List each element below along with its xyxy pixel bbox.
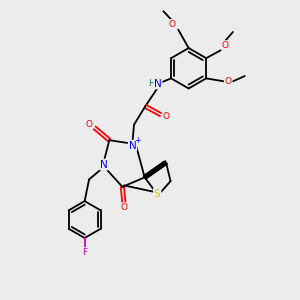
Text: N: N (154, 79, 162, 89)
Text: +: + (134, 136, 140, 145)
Text: N: N (100, 160, 108, 170)
Text: O: O (120, 203, 128, 212)
Text: O: O (163, 112, 170, 121)
Text: N: N (129, 140, 136, 151)
Text: O: O (225, 77, 232, 86)
Text: S: S (154, 189, 160, 199)
Text: O: O (222, 41, 229, 50)
Text: O: O (85, 120, 93, 129)
Text: O: O (168, 20, 175, 29)
Text: F: F (82, 248, 87, 257)
Text: H: H (148, 79, 155, 88)
